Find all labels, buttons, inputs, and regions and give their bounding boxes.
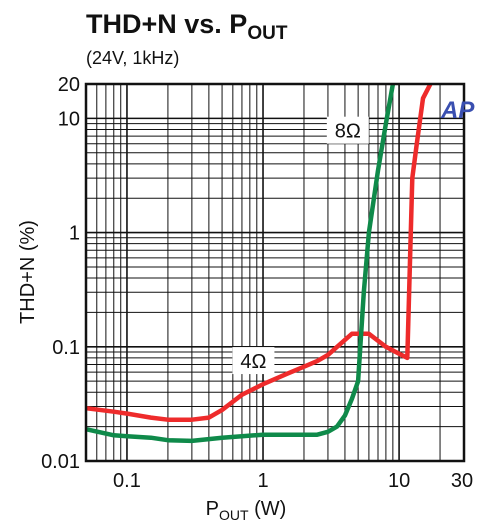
chart-title-main: THD+N vs. P xyxy=(86,9,247,39)
ap-logo: AP xyxy=(440,97,475,124)
y-tick-labels: 0.01 0.1 1 10 20 xyxy=(41,74,80,473)
series-label-background xyxy=(232,347,275,375)
chart-subtitle: (24V, 1kHz) xyxy=(86,48,179,68)
series-labels: 4Ω 8Ω xyxy=(232,116,369,375)
x-axis-label-unit: (W) xyxy=(249,498,287,520)
y-tick-label: 1 xyxy=(69,223,80,245)
y-tick-label: 0.1 xyxy=(52,337,80,359)
x-tick-label: 1 xyxy=(257,470,268,492)
y-tick-label: 0.01 xyxy=(41,451,80,473)
x-tick-label: 30 xyxy=(451,470,473,492)
x-tick-labels: 0.1 1 10 30 xyxy=(113,470,473,492)
x-axis-label-main: P xyxy=(206,498,219,520)
x-axis-label-subscript: OUT xyxy=(219,507,249,523)
series-label-4ohm: 4Ω xyxy=(240,351,266,373)
series-label-8ohm: 8Ω xyxy=(335,121,361,143)
series-line-8ohm xyxy=(85,83,396,444)
series-layer xyxy=(85,82,433,444)
chart-title-subscript: OUT xyxy=(247,23,288,44)
plot-frame xyxy=(84,82,466,463)
y-tick-label: 10 xyxy=(58,108,80,130)
y-tick-label: 20 xyxy=(58,74,80,96)
x-tick-label: 10 xyxy=(388,470,410,492)
y-axis-label: THD+N (%) xyxy=(17,220,39,324)
x-axis-label: POUT (W) xyxy=(206,498,287,523)
grid-lines xyxy=(86,84,464,461)
series-label-background xyxy=(326,116,369,144)
x-tick-label: 0.1 xyxy=(113,470,141,492)
chart-title: THD+N vs. POUT xyxy=(86,9,288,44)
series-line-4ohm xyxy=(85,82,433,422)
